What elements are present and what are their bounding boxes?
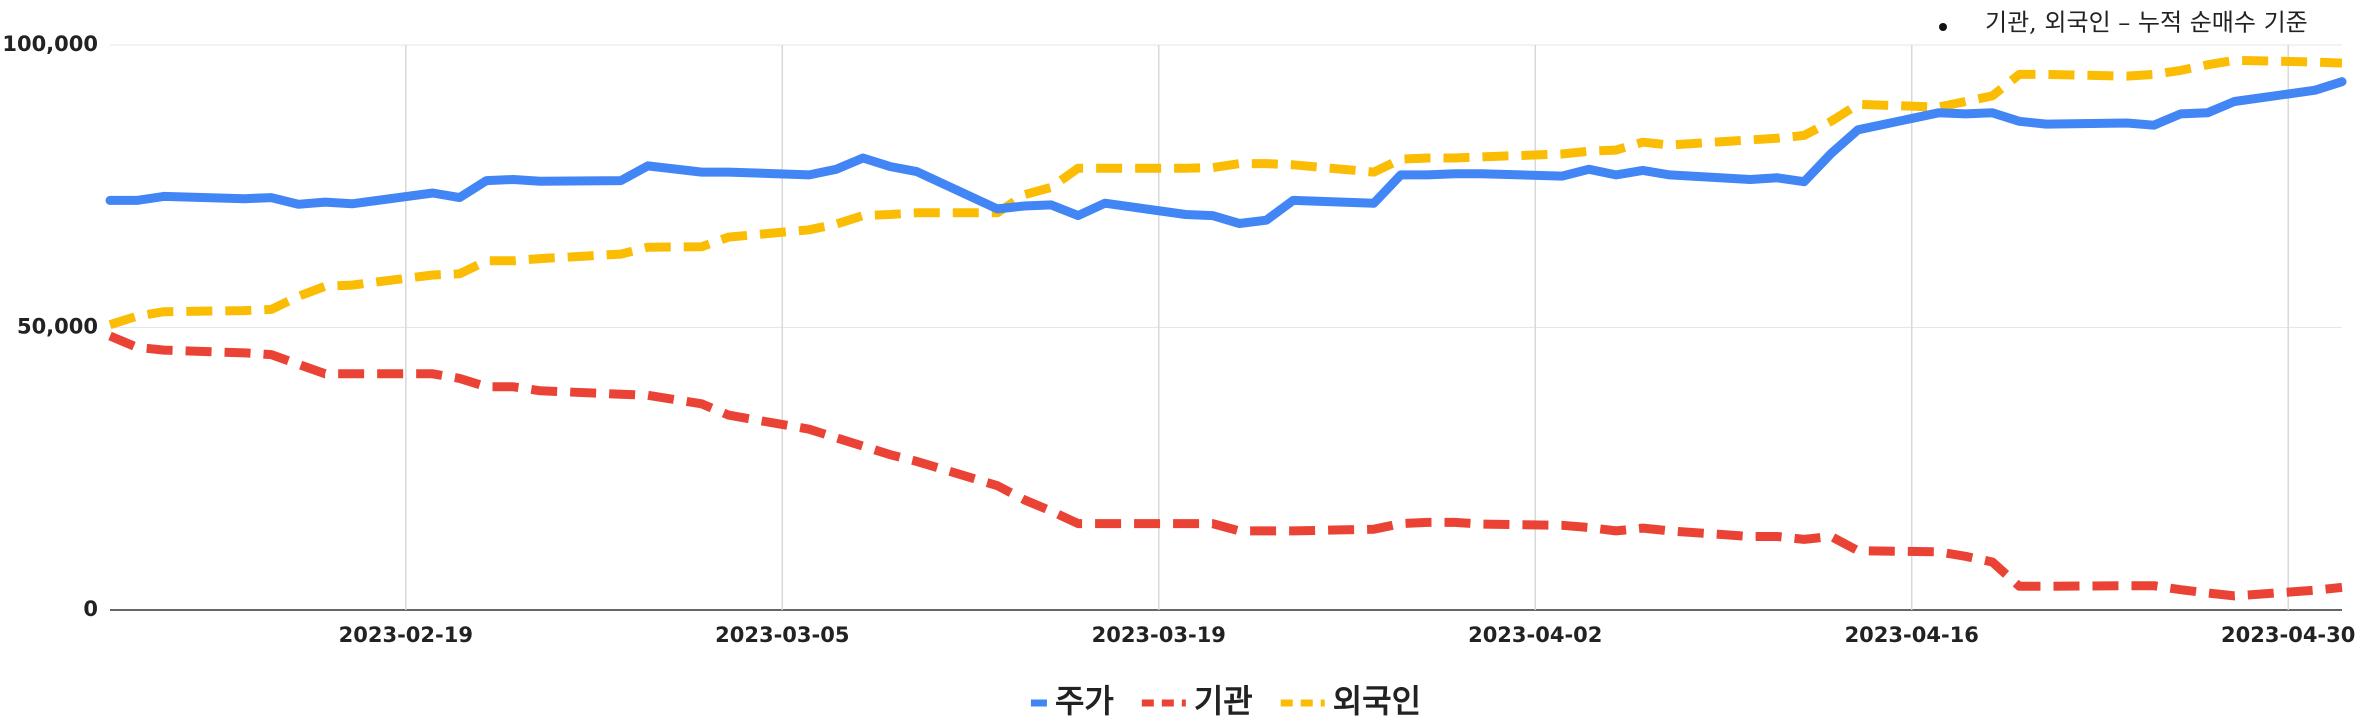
- x-tick-label: 2023-03-19: [1092, 623, 1226, 647]
- legend-label: 기관: [1194, 682, 1253, 720]
- x-tick-label: 2023-03-05: [715, 623, 849, 647]
- legend-label: 외국인: [1333, 682, 1421, 720]
- annotation: 기관, 외국인 – 누적 순매수 기준: [1985, 9, 2308, 37]
- x-tick-label: 2023-02-19: [339, 623, 473, 647]
- x-tick-label: 2023-04-16: [1845, 623, 1979, 647]
- y-tick-label: 0: [83, 597, 98, 621]
- legend-label: 주가: [1055, 682, 1114, 720]
- y-tick-label: 100,000: [2, 32, 98, 56]
- y-tick-label: 50,000: [17, 315, 98, 339]
- series-line: [105, 77, 2347, 228]
- series-line: [108, 55, 2343, 329]
- series-line: [108, 331, 2343, 601]
- x-tick-label: 2023-04-30: [2221, 623, 2355, 647]
- x-tick-label: 2023-04-02: [1468, 623, 1602, 647]
- annotation-bullet: [1939, 23, 1947, 31]
